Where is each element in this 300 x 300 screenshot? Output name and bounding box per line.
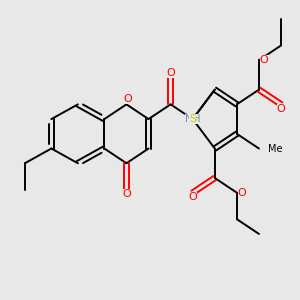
Text: O: O bbox=[122, 189, 131, 199]
Text: O: O bbox=[166, 68, 175, 78]
Text: O: O bbox=[188, 192, 197, 202]
Text: O: O bbox=[124, 94, 132, 104]
Text: O: O bbox=[277, 104, 285, 114]
Text: NH: NH bbox=[185, 114, 200, 124]
Text: Me: Me bbox=[268, 143, 282, 154]
Text: O: O bbox=[260, 55, 268, 65]
Text: S: S bbox=[189, 114, 196, 124]
Text: O: O bbox=[238, 188, 247, 198]
